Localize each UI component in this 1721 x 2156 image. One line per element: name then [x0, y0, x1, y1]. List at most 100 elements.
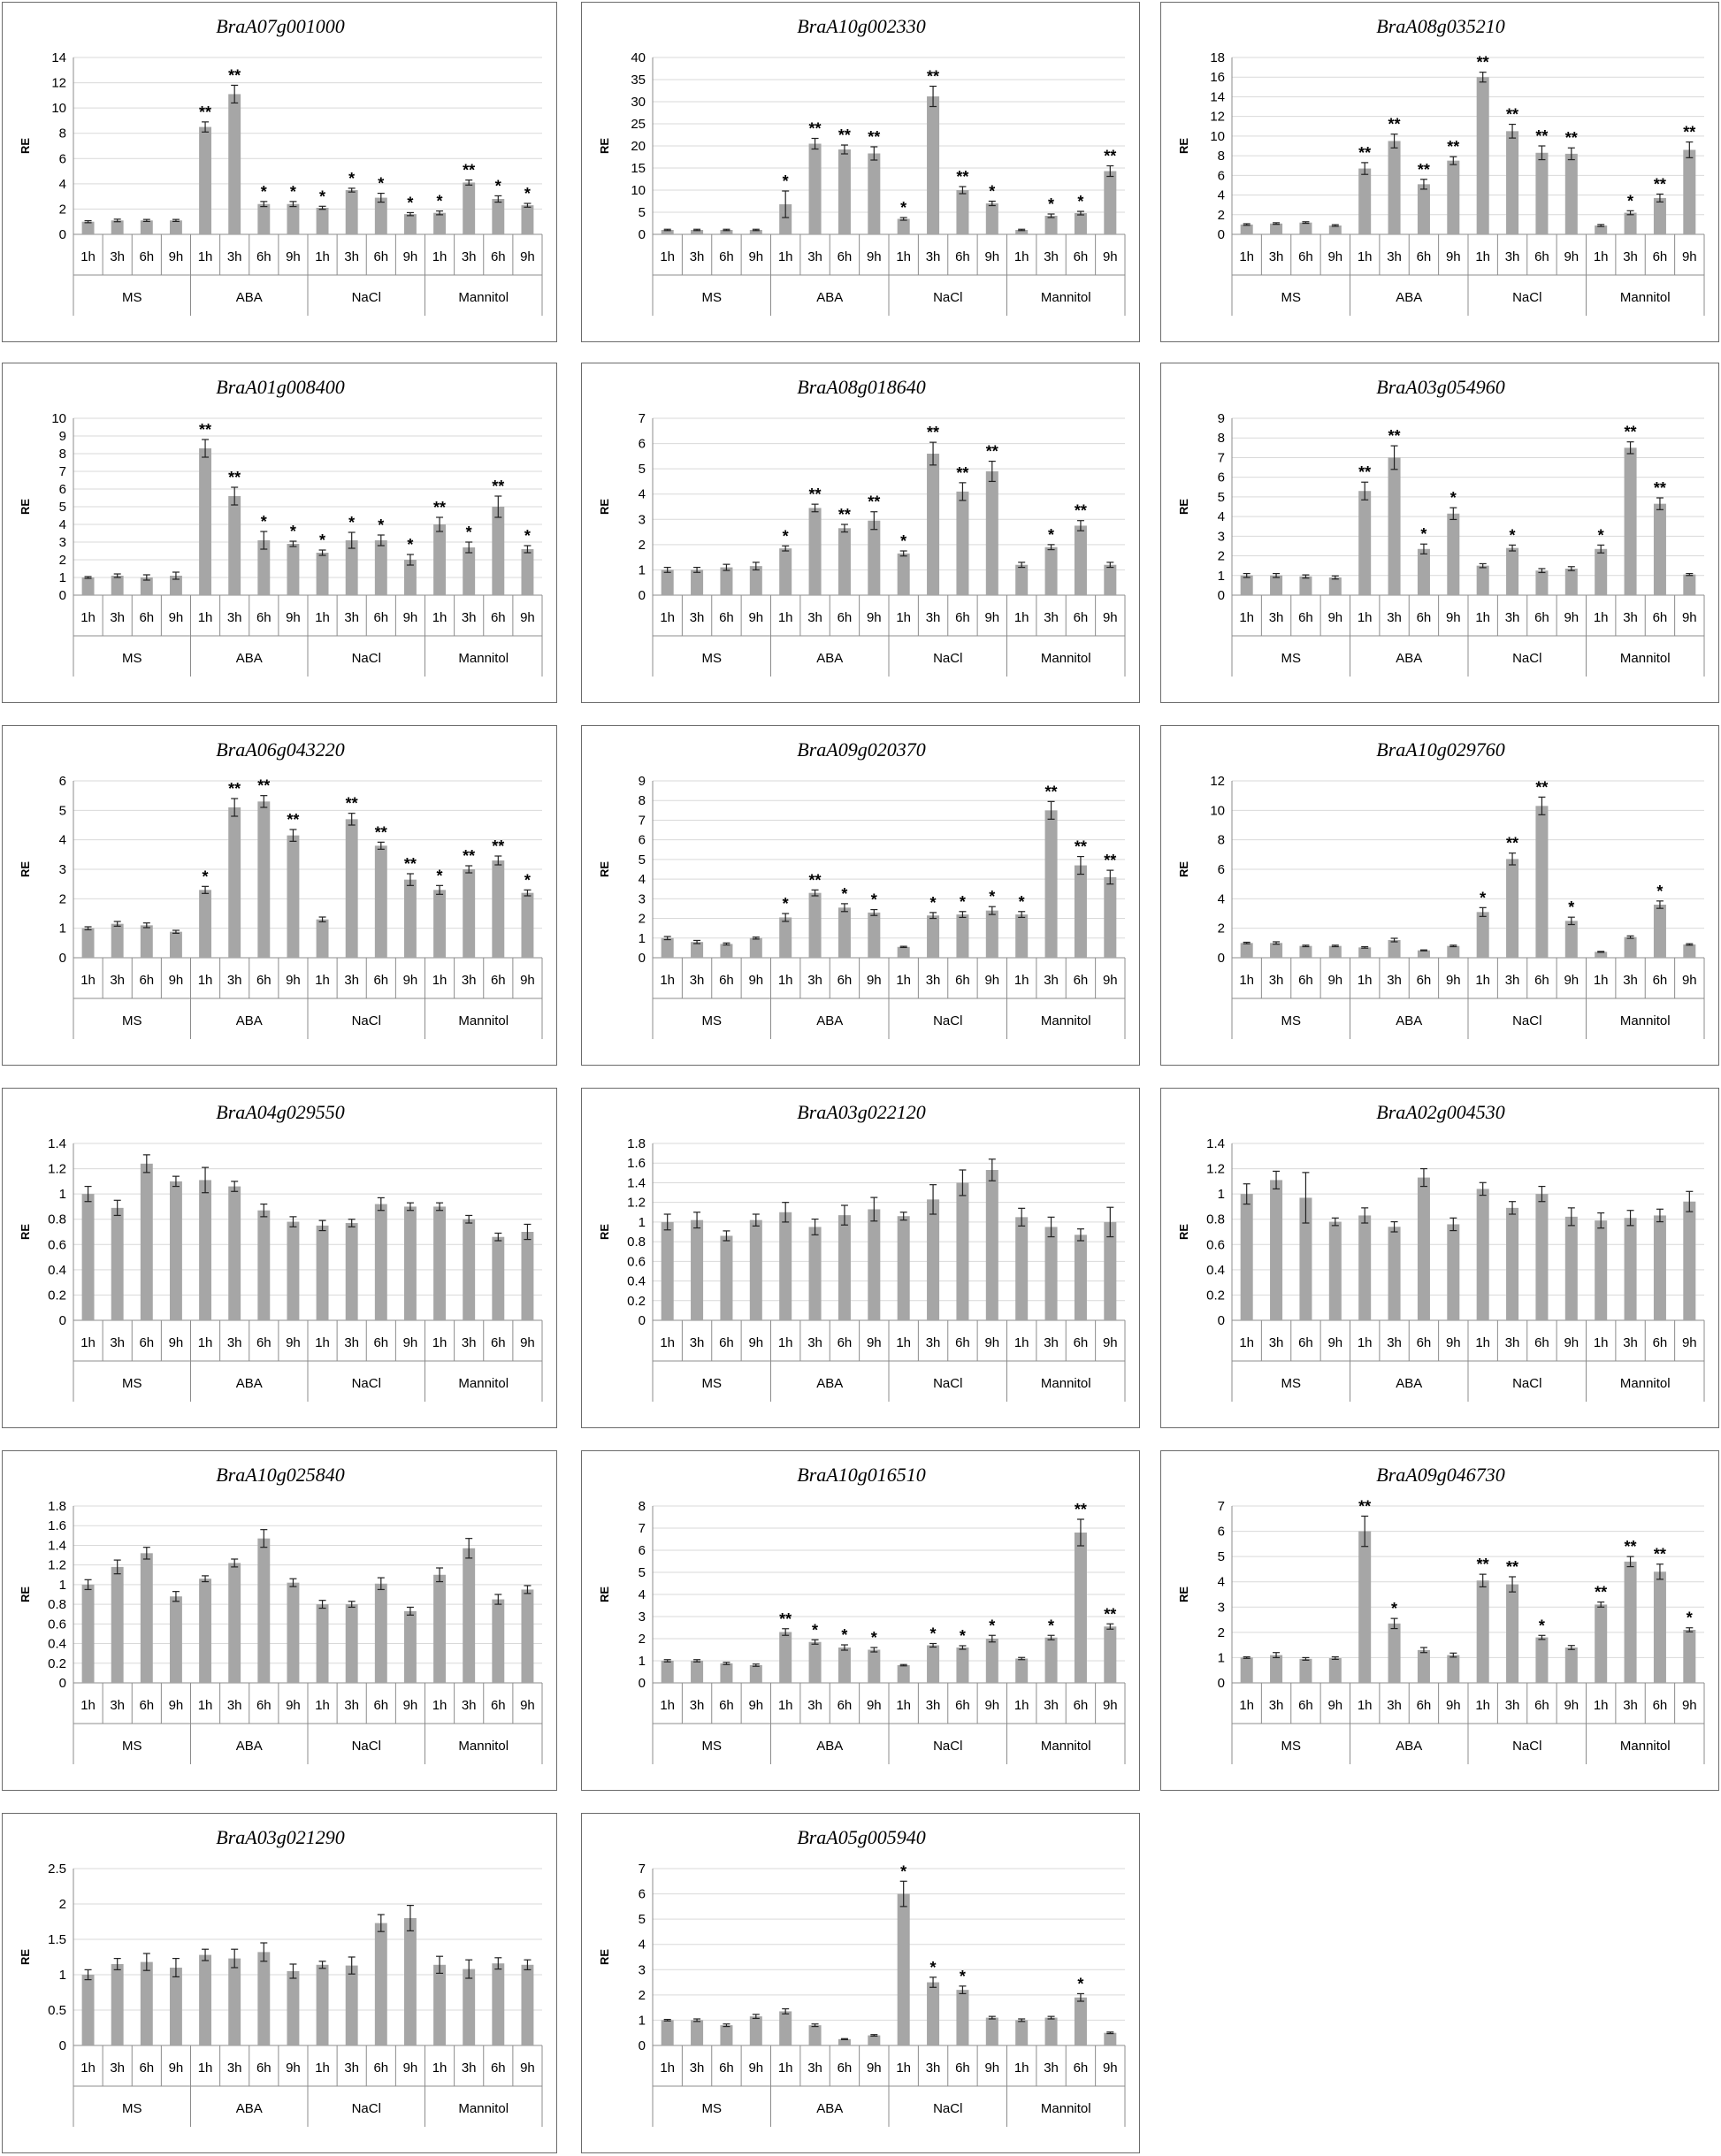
error-bar	[1509, 123, 1517, 139]
bar	[140, 1553, 153, 1683]
error-bar	[84, 1969, 92, 1981]
chart-title: BraA09g020370	[797, 738, 925, 761]
error-bar	[289, 1216, 297, 1227]
y-tick-label: 0.8	[1206, 1212, 1225, 1227]
x-tick-label: 3h	[344, 610, 359, 625]
y-tick-label: 1.4	[627, 1175, 646, 1190]
bar	[749, 1665, 762, 1683]
bar	[838, 907, 851, 958]
x-tick-label: 9h	[403, 610, 418, 625]
significance-label: **	[1358, 1497, 1371, 1515]
error-bar	[959, 1169, 967, 1197]
bar	[1358, 1215, 1372, 1320]
error-bar	[1076, 1518, 1084, 1547]
y-tick-label: 0	[639, 588, 646, 603]
error-bar	[494, 1957, 502, 1970]
bar	[521, 892, 534, 958]
group-label: MS	[702, 1013, 723, 1028]
y-tick-label: 5	[639, 852, 646, 868]
y-tick-label: 5	[1218, 490, 1225, 505]
chart-svg: BraA10g029760 RE 0 2 4 6 8 10 12 1h 3h 6h 9h 1h 3h 6h 9h…	[1177, 738, 1705, 1039]
error-bar	[988, 460, 996, 483]
x-tick-label: 9h	[403, 249, 418, 264]
error-bar	[988, 906, 996, 915]
bar	[492, 1599, 505, 1683]
error-bar	[465, 865, 473, 874]
y-tick-label: 0	[639, 1313, 646, 1328]
x-tick-label: 3h	[227, 249, 242, 264]
y-tick-label: 10	[1210, 803, 1225, 818]
x-tick-label: 6h	[373, 610, 388, 625]
x-tick-label: 9h	[286, 973, 301, 988]
y-tick-label: 4	[59, 833, 66, 848]
bar	[316, 208, 329, 234]
bar	[1358, 491, 1372, 595]
x-tick-label: 6h	[1417, 973, 1432, 988]
error-bar	[406, 1904, 414, 1931]
y-tick-label: 3	[59, 862, 66, 877]
error-bar	[1538, 796, 1546, 815]
y-tick-label: 2	[639, 912, 646, 927]
error-bar	[1302, 1656, 1310, 1661]
significance-label: *	[989, 1617, 995, 1634]
x-tick-label: 6h	[256, 249, 272, 264]
x-tick-label: 3h	[1505, 610, 1520, 625]
bar	[1270, 575, 1283, 595]
x-tick-label: 1h	[1358, 973, 1373, 988]
group-label: MS	[702, 651, 723, 666]
chart-panel: BraA03g054960 RE 0 1 2 3 4 5 6 7 8 9 1h 3h 6h 9h ** 1h ** 3…	[1160, 363, 1719, 703]
x-tick-label: 3h	[462, 1335, 477, 1350]
error-bar	[202, 439, 210, 458]
group-label: Mannitol	[1620, 1013, 1671, 1028]
significance-label: *	[960, 893, 966, 911]
bar	[661, 2020, 674, 2045]
y-tick-label: 0.4	[1206, 1263, 1225, 1278]
x-tick-label: 1h	[896, 2060, 911, 2076]
error-bar	[1479, 1181, 1487, 1197]
bar	[1044, 810, 1058, 958]
bar	[228, 807, 241, 958]
bar	[316, 553, 329, 595]
error-bar	[318, 1600, 326, 1609]
error-bar	[1626, 210, 1634, 216]
bar	[1506, 131, 1519, 234]
x-tick-label: 6h	[719, 610, 734, 625]
bar	[1683, 574, 1696, 595]
bar	[345, 1223, 358, 1320]
group-label: NaCl	[1512, 1739, 1541, 1754]
x-tick-label: 9h	[1327, 610, 1342, 625]
bar	[749, 230, 762, 234]
y-tick-label: 6	[59, 482, 66, 497]
x-tick-label: 1h	[660, 249, 675, 264]
y-tick-label: 4	[639, 872, 646, 887]
group-label: ABA	[816, 1376, 843, 1391]
error-bar	[1656, 193, 1664, 203]
significance-label: **	[1104, 852, 1116, 869]
bar	[985, 203, 998, 234]
x-tick-label: 3h	[1387, 610, 1402, 625]
y-tick-label: 7	[1218, 1499, 1225, 1514]
chart-title: BraA10g025840	[216, 1464, 344, 1486]
y-tick-label: 10	[51, 411, 66, 426]
error-bar	[465, 541, 473, 554]
y-tick-label: 7	[639, 1521, 646, 1536]
error-bar	[231, 1558, 239, 1568]
x-tick-label: 1h	[80, 2060, 96, 2076]
x-tick-label: 1h	[896, 1698, 911, 1713]
x-tick-label: 9h	[984, 2060, 999, 2076]
y-tick-label: 1	[59, 1578, 66, 1593]
bar	[1104, 876, 1117, 958]
y-tick-label: 0.6	[48, 1617, 66, 1632]
error-bar	[663, 1213, 671, 1231]
error-bar	[113, 1199, 121, 1217]
error-bar	[870, 2034, 878, 2037]
x-tick-label: 3h	[1387, 1698, 1402, 1713]
significance-label: **	[809, 485, 822, 503]
error-bar	[988, 200, 996, 207]
error-bar	[1106, 2031, 1114, 2035]
y-tick-label: 0	[59, 227, 66, 242]
error-bar	[1243, 572, 1251, 578]
error-bar	[1106, 562, 1114, 569]
chart-svg: BraA02g004530 RE 0 0.2 0.4 0.6 0.8 1 1.2 1.4 1h 3h 6…	[1177, 1101, 1705, 1402]
